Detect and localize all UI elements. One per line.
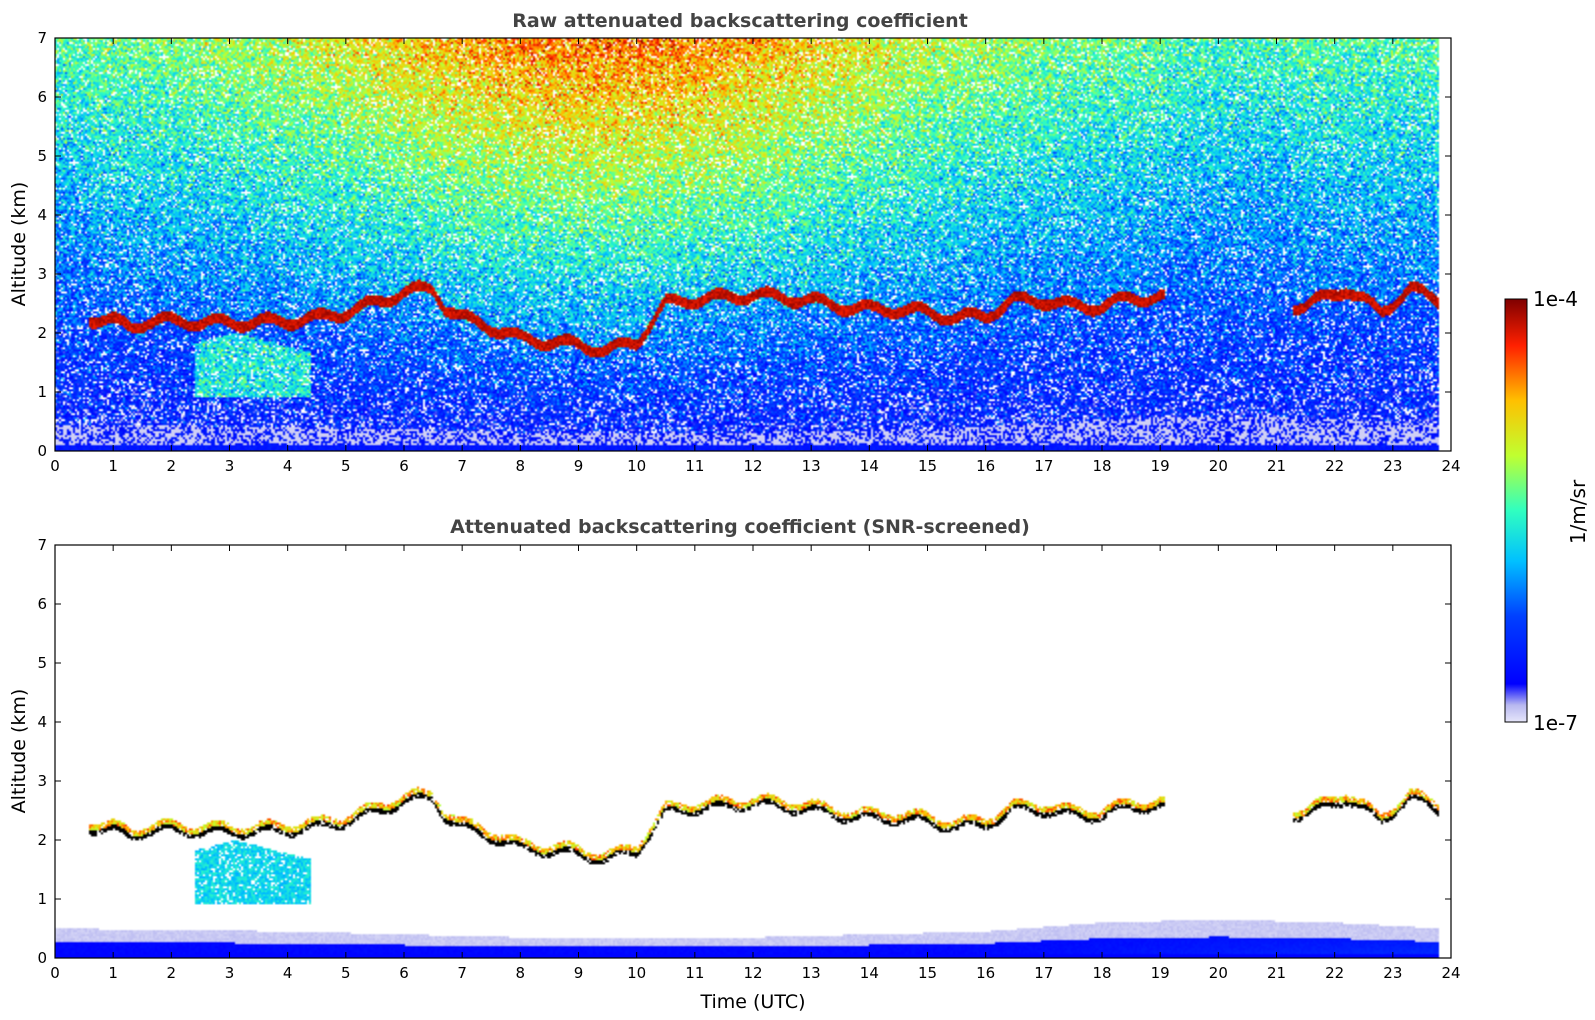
x-tick-label: 5 [341,964,351,982]
x-tick-label: 15 [918,964,937,982]
y-tick-label: 0 [37,949,47,967]
x-tick-label: 2 [167,964,177,982]
y-tick-label: 3 [37,265,47,283]
x-tick-label: 1 [108,964,118,982]
y-tick-label: 4 [37,206,47,224]
x-tick-label: 18 [1092,964,1111,982]
y-tick-label: 6 [37,595,47,613]
x-tick-label: 21 [1267,457,1286,475]
panel-raw-ylabel: Altitude (km) [8,182,30,307]
x-tick-label: 8 [516,457,526,475]
colorbar: 1e-4 1e-7 1/m/sr [1504,287,1590,735]
y-tick-label: 1 [37,383,47,401]
x-tick-label: 24 [1441,964,1460,982]
colorbar-max-label: 1e-4 [1533,287,1578,311]
x-tick-label: 10 [627,457,646,475]
x-tick-label: 16 [976,457,995,475]
x-tick-label: 0 [50,964,60,982]
x-tick-label: 20 [1209,457,1228,475]
x-tick-label: 6 [399,964,409,982]
x-tick-label: 9 [574,457,584,475]
colorbar-unit-label: 1/m/sr [1566,479,1590,544]
x-tick-label: 18 [1092,457,1111,475]
panel-screened-ylabel: Altitude (km) [8,689,30,814]
x-tick-label: 19 [1151,964,1170,982]
x-tick-label: 13 [802,457,821,475]
y-tick-label: 6 [37,88,47,106]
panel-raw-ticks: 0 1 2 3 4 5 6 7 8 9 10 11 12 13 14 15 16 17 18 19 20 21 22 23 24… [37,29,1460,475]
x-tick-label: 13 [802,964,821,982]
x-tick-label: 22 [1325,457,1344,475]
y-tick-label: 0 [37,442,47,460]
y-tick-label: 7 [37,29,47,47]
x-tick-label: 0 [50,457,60,475]
y-tick-label: 7 [37,536,47,554]
y-tick-label: 5 [37,654,47,672]
y-tick-label: 1 [37,890,47,908]
x-tick-label: 23 [1383,964,1402,982]
x-tick-label: 10 [627,964,646,982]
x-tick-label: 11 [685,457,704,475]
x-tick-label: 1 [108,457,118,475]
x-tick-label: 7 [457,457,467,475]
x-tick-label: 22 [1325,964,1344,982]
x-tick-label: 15 [918,457,937,475]
x-tick-label: 21 [1267,964,1286,982]
panel-screened: Attenuated backscattering coefficient (S… [8,516,1461,1013]
x-tick-label: 7 [457,964,467,982]
x-tick-label: 16 [976,964,995,982]
x-tick-label: 20 [1209,964,1228,982]
x-tick-label: 2 [167,457,177,475]
x-tick-label: 14 [860,964,879,982]
panel-screened-ticks: 0 1 2 3 4 5 6 7 8 9 10 11 12 13 14 15 16 17 18 19 20 21 22 23 24… [37,536,1460,982]
x-tick-label: 9 [574,964,584,982]
x-tick-label: 14 [860,457,879,475]
x-tick-label: 24 [1441,457,1460,475]
panel-raw-title: Raw attenuated backscattering coefficien… [512,10,968,32]
panel-screened-heatmap [55,545,1451,958]
x-tick-label: 11 [685,964,704,982]
y-tick-label: 2 [37,324,47,342]
panel-screened-xlabel: Time (UTC) [699,991,805,1013]
y-tick-label: 4 [37,713,47,731]
x-tick-label: 8 [516,964,526,982]
x-tick-label: 23 [1383,457,1402,475]
colorbar-gradient [1504,298,1528,723]
x-tick-label: 3 [225,457,235,475]
x-tick-label: 12 [743,964,762,982]
panel-raw: Raw attenuated backscattering coefficien… [8,10,1461,475]
y-tick-label: 5 [37,147,47,165]
x-tick-label: 4 [283,457,293,475]
x-tick-label: 3 [225,964,235,982]
x-tick-label: 6 [399,457,409,475]
x-tick-label: 19 [1151,457,1170,475]
y-tick-label: 3 [37,772,47,790]
x-tick-label: 17 [1034,964,1053,982]
panel-raw-heatmap [55,38,1451,451]
panel-screened-title: Attenuated backscattering coefficient (S… [450,516,1030,538]
x-tick-label: 17 [1034,457,1053,475]
y-tick-label: 2 [37,831,47,849]
x-tick-label: 5 [341,457,351,475]
colorbar-min-label: 1e-7 [1533,711,1578,735]
x-tick-label: 12 [743,457,762,475]
x-tick-label: 4 [283,964,293,982]
